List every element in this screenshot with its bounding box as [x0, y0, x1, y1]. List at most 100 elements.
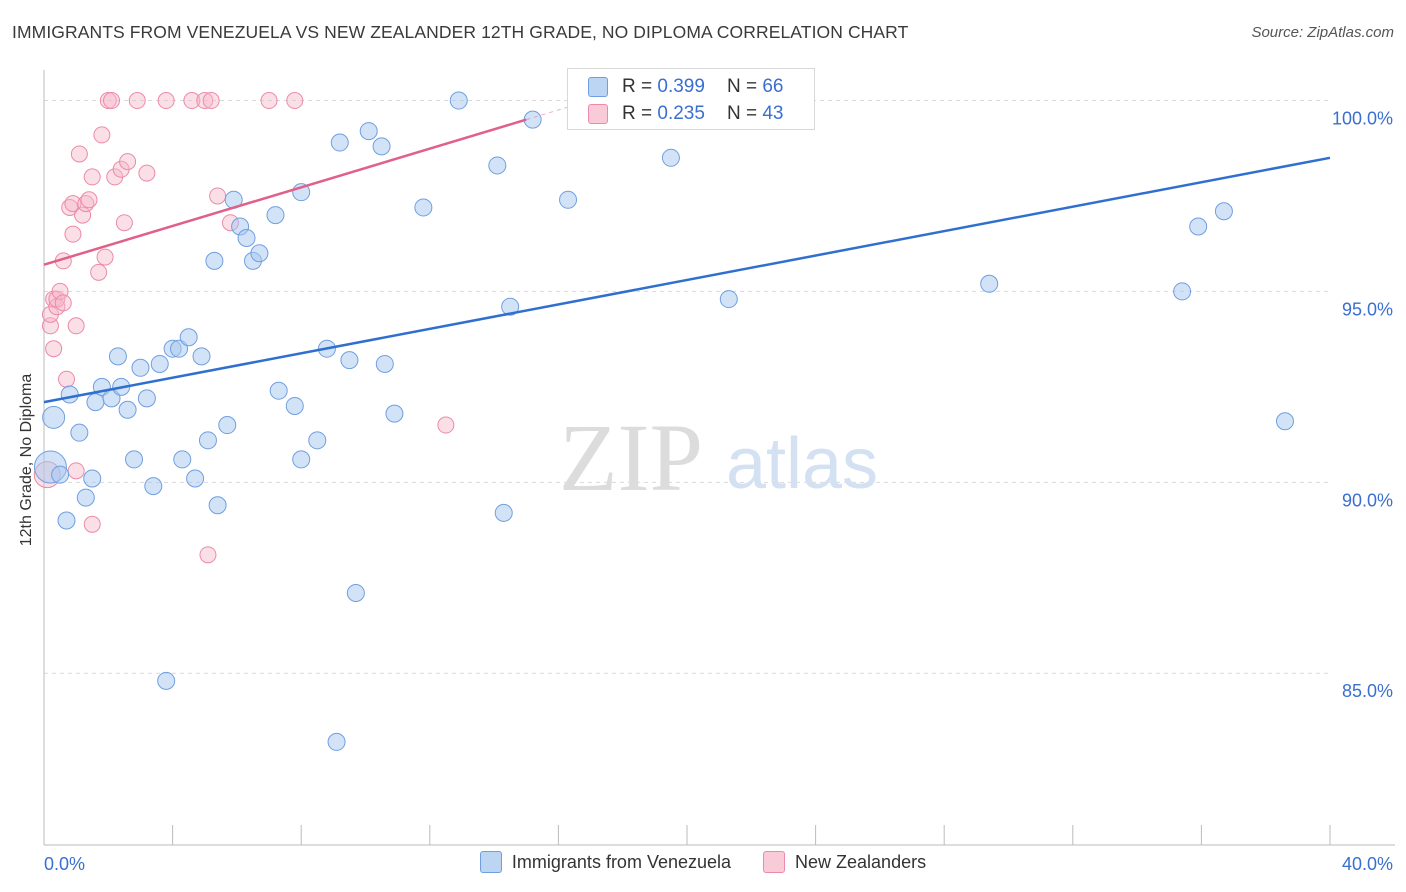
point-venezuela [494, 503, 513, 522]
series-venezuela-points [33, 91, 1294, 751]
point-venezuela [144, 477, 163, 496]
point-venezuela [137, 389, 156, 408]
point-venezuela [330, 133, 349, 152]
point-venezuela [375, 354, 394, 373]
legend-label-venezuela: Immigrants from Venezuela [511, 851, 732, 872]
r-label: R = [622, 103, 653, 124]
point-venezuela [266, 206, 285, 225]
point-venezuela [327, 732, 346, 751]
point-venezuela [719, 290, 738, 309]
point-new-zealanders [64, 225, 82, 243]
point-venezuela [285, 396, 304, 415]
watermark-atlas: atlas [726, 424, 878, 504]
point-new-zealanders [74, 206, 92, 224]
point-new-zealanders [54, 294, 72, 312]
point-new-zealanders [183, 92, 201, 110]
point-venezuela [501, 297, 520, 316]
point-new-zealanders [115, 214, 133, 232]
point-venezuela [60, 385, 79, 404]
point-new-zealanders [67, 317, 85, 335]
point-venezuela [359, 122, 378, 141]
point-venezuela [488, 156, 507, 175]
n-value-new-zealanders: 43 [762, 103, 784, 124]
point-new-zealanders [196, 92, 214, 110]
point-venezuela [250, 244, 269, 263]
point-new-zealanders [199, 546, 217, 564]
point-venezuela [198, 431, 217, 450]
point-new-zealanders [64, 195, 82, 213]
point-new-zealanders [437, 416, 455, 434]
point-new-zealanders [70, 145, 88, 163]
series-new-zealanders-points [33, 92, 455, 564]
point-venezuela [269, 381, 288, 400]
point-venezuela [186, 469, 205, 488]
trend-line-new-zealanders [43, 118, 527, 266]
legend-swatch-new-zealanders [763, 851, 786, 873]
point-new-zealanders [119, 153, 137, 171]
point-venezuela [449, 91, 468, 110]
point-venezuela [70, 423, 89, 442]
point-venezuela [83, 469, 102, 488]
point-venezuela [208, 496, 227, 515]
point-new-zealanders [202, 92, 220, 110]
point-venezuela [385, 404, 404, 423]
point-new-zealanders [138, 164, 156, 182]
point-venezuela [1173, 282, 1192, 301]
trend-line-venezuela [43, 156, 1331, 404]
y-axis-label: 12th Grade, No Diploma [18, 373, 35, 547]
y-tick-labels: 85.0% 90.0% 95.0% 100.0% [1332, 109, 1393, 702]
r-label: R = [622, 76, 653, 97]
point-new-zealanders [93, 126, 111, 144]
point-venezuela [980, 274, 999, 293]
point-venezuela [192, 347, 211, 366]
point-venezuela [414, 198, 433, 217]
point-venezuela [340, 351, 359, 370]
point-new-zealanders [286, 92, 304, 110]
point-venezuela [205, 251, 224, 270]
legend-item-venezuela[interactable]: Immigrants from Venezuela [479, 851, 732, 873]
x-tick-labels: 0.0% 40.0% [44, 854, 1393, 874]
point-venezuela [173, 450, 192, 469]
point-venezuela [179, 328, 198, 347]
point-venezuela [131, 358, 150, 377]
point-new-zealanders [96, 248, 114, 266]
point-new-zealanders [209, 187, 227, 205]
point-new-zealanders [67, 462, 85, 480]
point-venezuela [346, 584, 365, 603]
point-new-zealanders [83, 168, 101, 186]
stats-row-venezuela: R = 0.399 N = 66 [588, 75, 783, 99]
point-venezuela [76, 488, 95, 507]
x-tick-label: 0.0% [44, 854, 85, 874]
point-new-zealanders [103, 92, 121, 110]
n-label: N = [726, 103, 758, 124]
y-tick-label: 90.0% [1342, 490, 1393, 510]
stats-legend-box: R = 0.399 N = 66 R = 0.235 N = 43 [567, 68, 815, 130]
point-venezuela [218, 416, 237, 435]
watermark-zip: ZIP [559, 404, 703, 511]
point-venezuela [118, 400, 137, 419]
n-value-venezuela: 66 [762, 76, 784, 97]
point-venezuela [308, 431, 327, 450]
point-new-zealanders [58, 370, 76, 388]
point-venezuela [1275, 412, 1294, 431]
legend-item-new-zealanders[interactable]: New Zealanders [763, 851, 926, 873]
bottom-legend: Immigrants from Venezuela New Zealanders [0, 851, 1406, 873]
point-new-zealanders [260, 92, 278, 110]
new-zealanders-swatch [588, 104, 608, 124]
point-new-zealanders [51, 282, 69, 300]
legend-label-new-zealanders: New Zealanders [795, 851, 927, 872]
point-venezuela [42, 405, 66, 429]
point-new-zealanders [83, 515, 101, 533]
point-venezuela [237, 228, 256, 247]
point-venezuela [51, 465, 70, 484]
point-venezuela [86, 393, 105, 412]
r-value-new-zealanders: 0.235 [657, 103, 705, 124]
grid-lines [44, 100, 1330, 674]
point-new-zealanders [45, 340, 63, 358]
r-value-venezuela: 0.399 [657, 76, 705, 97]
point-venezuela [108, 347, 127, 366]
trend-lines [43, 97, 1331, 404]
point-new-zealanders [90, 263, 108, 281]
point-venezuela [157, 671, 176, 690]
